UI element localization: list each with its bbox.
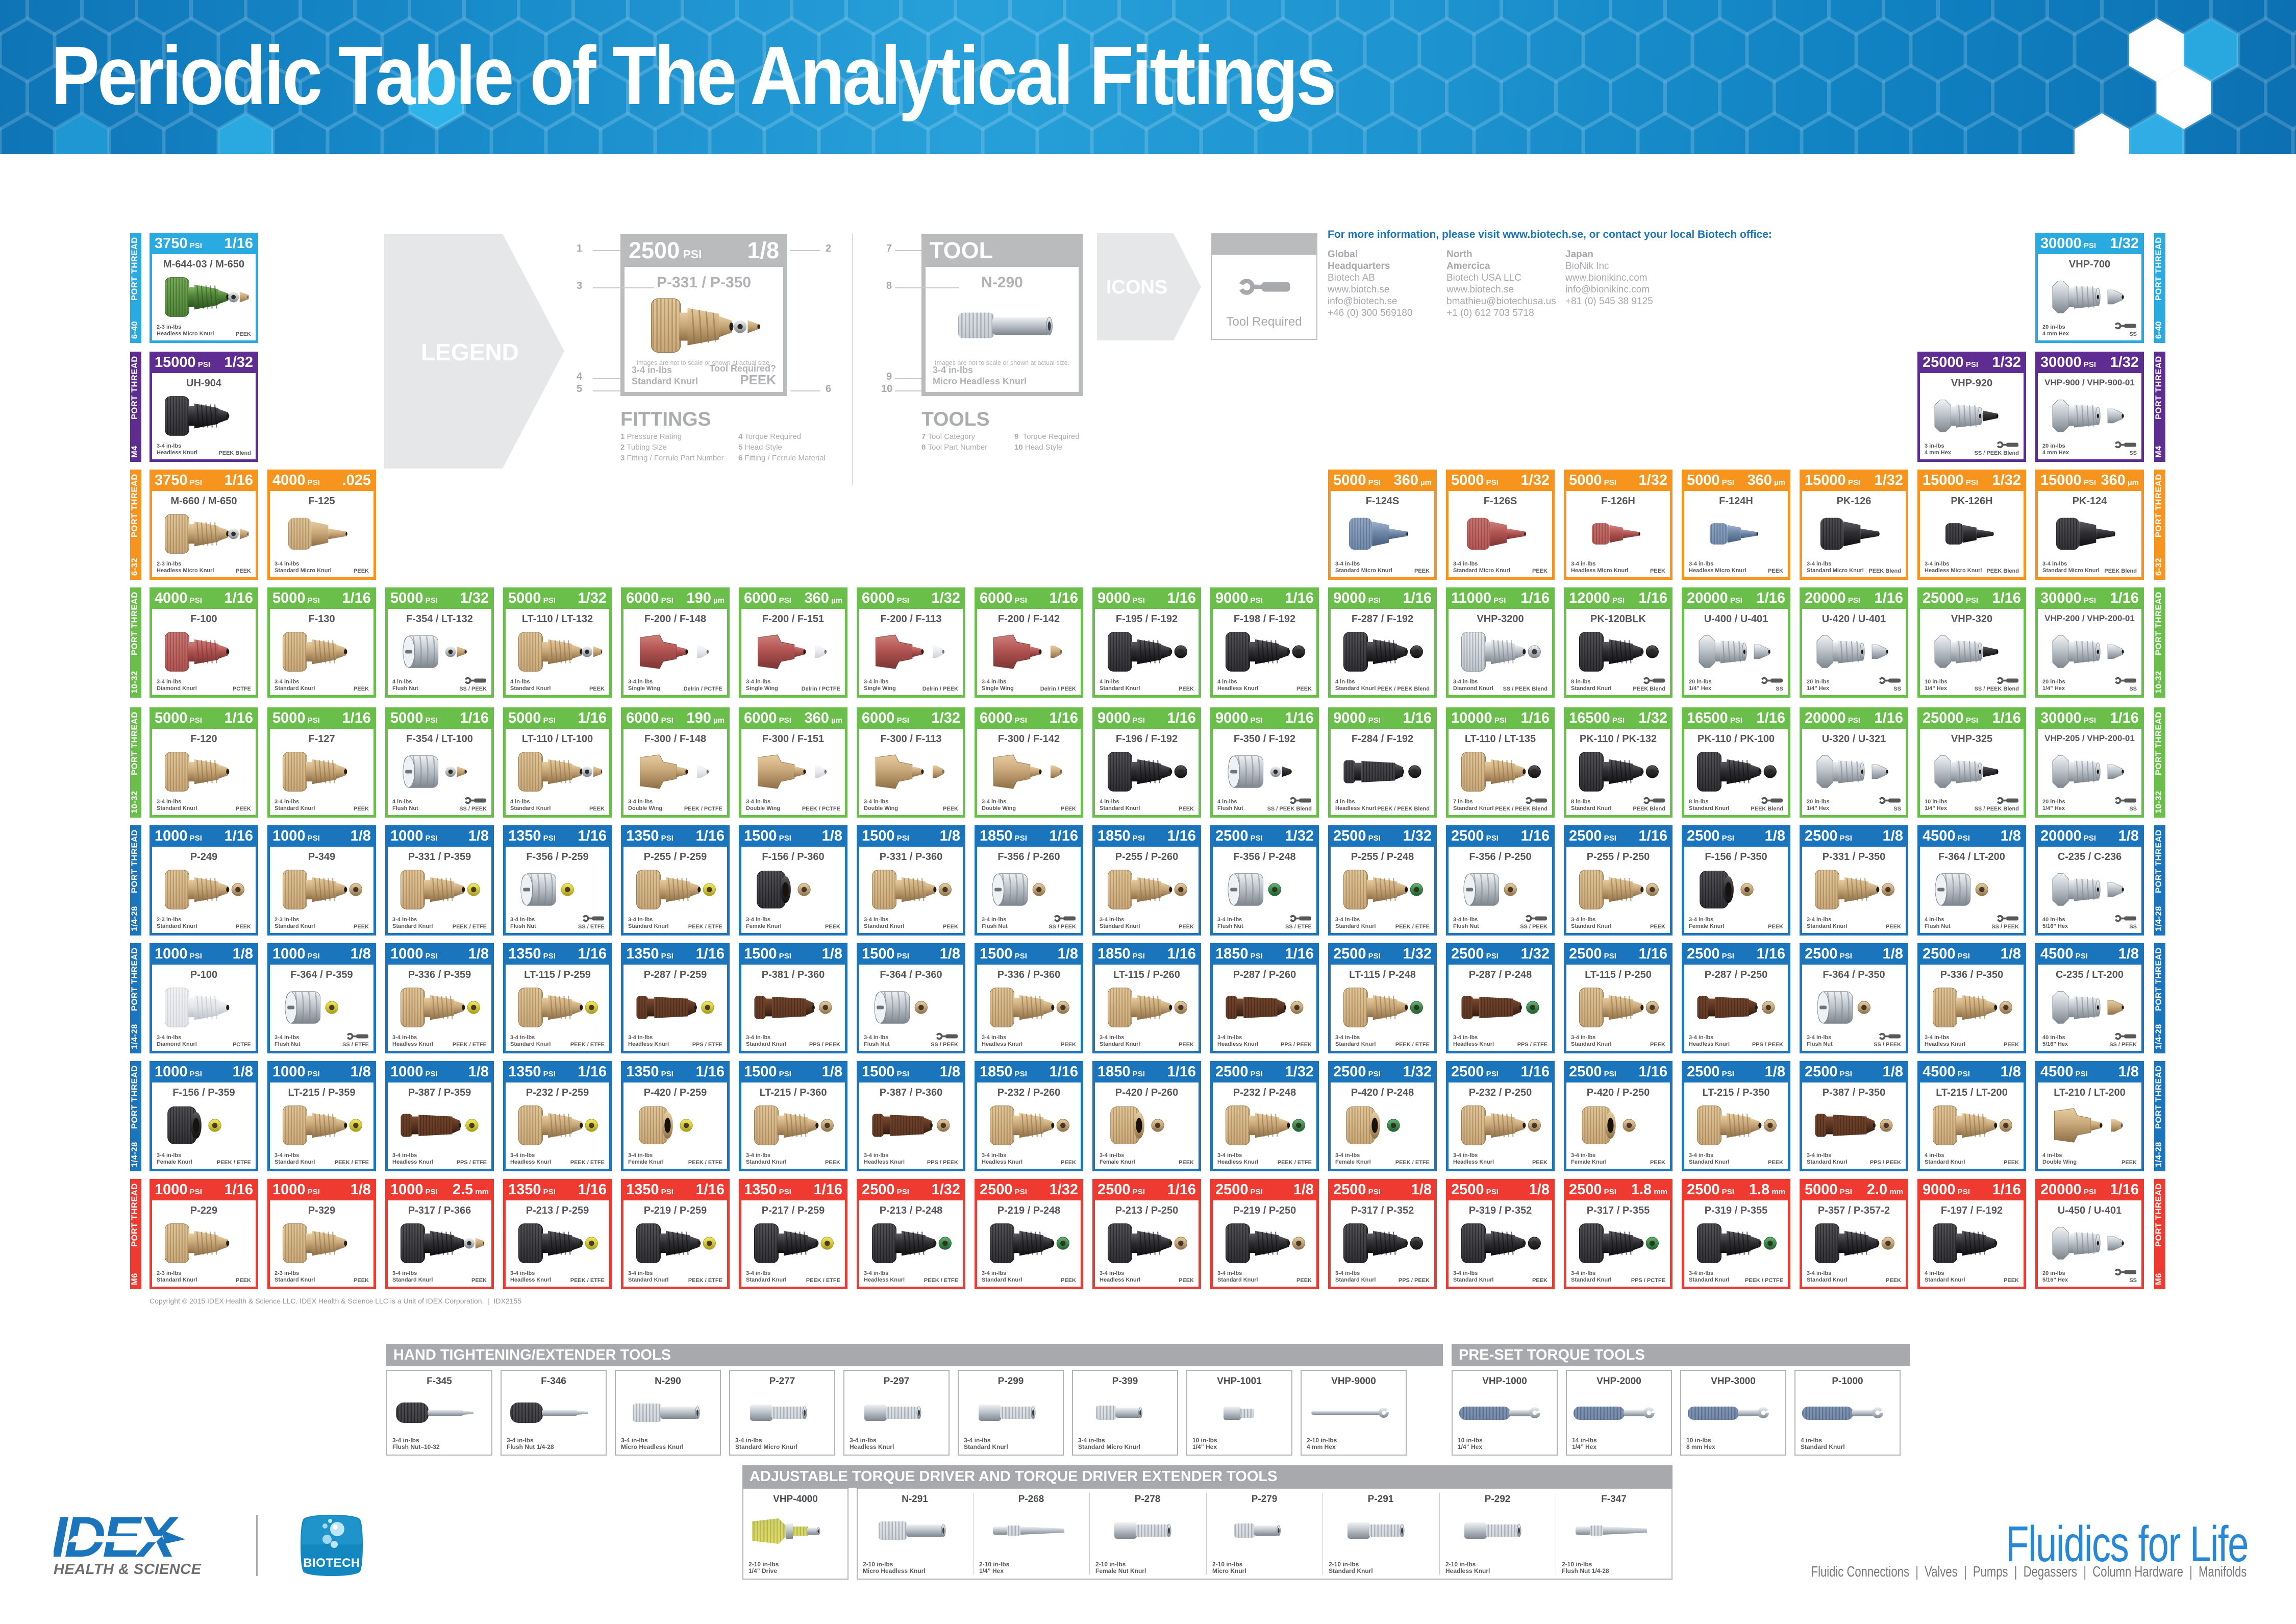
- svg-text:HEALTH & SCIENCE: HEALTH & SCIENCE: [54, 1561, 202, 1578]
- svg-text:LEGEND: LEGEND: [421, 339, 519, 365]
- svg-text:ICONS: ICONS: [1106, 277, 1167, 298]
- svg-text:BIOTECH: BIOTECH: [303, 1556, 360, 1570]
